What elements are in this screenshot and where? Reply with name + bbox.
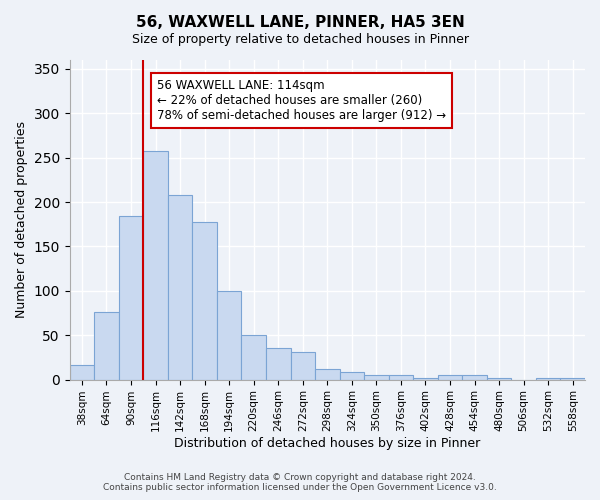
Bar [193, 222, 217, 380]
Bar [536, 378, 560, 380]
Bar [94, 312, 119, 380]
Bar [340, 372, 364, 380]
X-axis label: Distribution of detached houses by size in Pinner: Distribution of detached houses by size … [174, 437, 481, 450]
Bar [241, 335, 266, 380]
Bar [143, 150, 168, 380]
Bar [364, 375, 389, 380]
Bar [290, 352, 315, 380]
Text: 56 WAXWELL LANE: 114sqm
← 22% of detached houses are smaller (260)
78% of semi-d: 56 WAXWELL LANE: 114sqm ← 22% of detache… [157, 79, 446, 122]
Bar [315, 369, 340, 380]
Y-axis label: Number of detached properties: Number of detached properties [15, 122, 28, 318]
Bar [217, 291, 241, 380]
Text: Contains HM Land Registry data © Crown copyright and database right 2024.
Contai: Contains HM Land Registry data © Crown c… [103, 473, 497, 492]
Text: 56, WAXWELL LANE, PINNER, HA5 3EN: 56, WAXWELL LANE, PINNER, HA5 3EN [136, 15, 464, 30]
Bar [119, 216, 143, 380]
Bar [70, 366, 94, 380]
Bar [168, 195, 193, 380]
Text: Size of property relative to detached houses in Pinner: Size of property relative to detached ho… [131, 32, 469, 46]
Bar [266, 348, 290, 380]
Bar [389, 375, 413, 380]
Bar [462, 375, 487, 380]
Bar [413, 378, 438, 380]
Bar [560, 378, 585, 380]
Bar [438, 375, 462, 380]
Bar [487, 378, 511, 380]
